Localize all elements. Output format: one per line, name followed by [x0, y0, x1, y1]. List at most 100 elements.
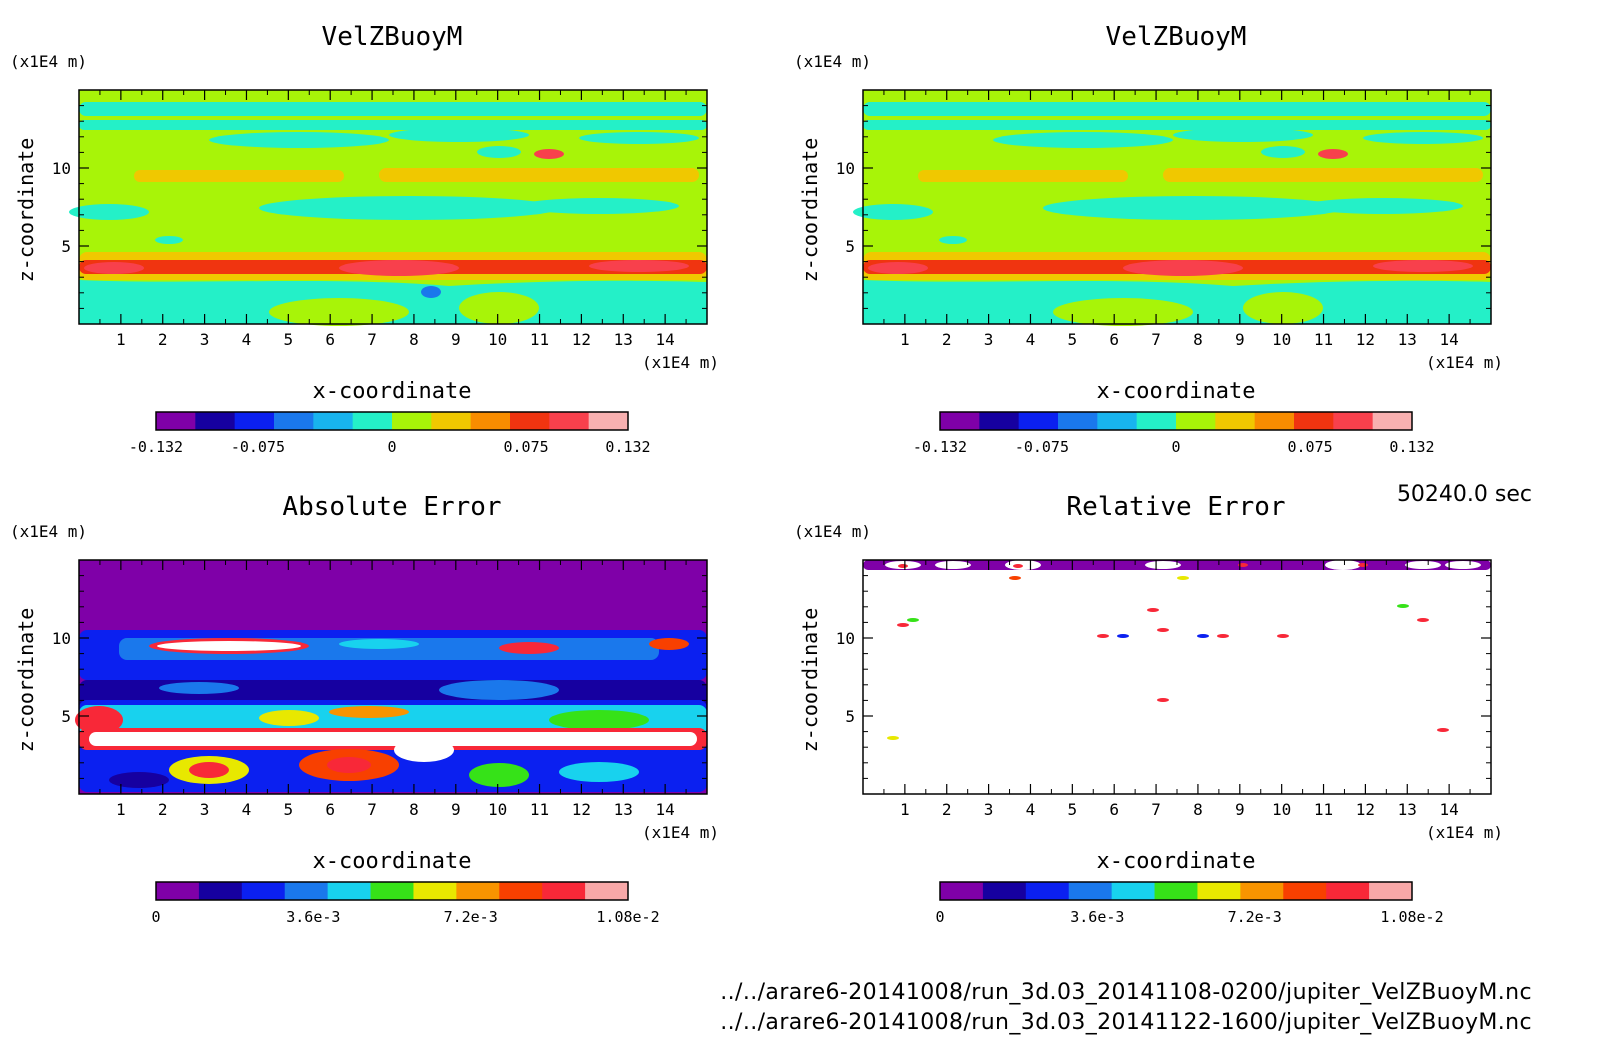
colorbar-segment: [940, 882, 984, 900]
x-tick-label: 14: [656, 330, 675, 349]
file-path-1: ../../arare6-20141008/run_3d.03_20141108…: [720, 980, 1532, 1005]
cyan-patch: [1173, 128, 1313, 142]
colorbar-segment: [1136, 412, 1177, 430]
y-tick-label: 10: [836, 629, 855, 648]
red-patch: [534, 149, 564, 159]
cyan-patch: [339, 639, 419, 649]
x-unit-label: (x1E4 m): [642, 353, 719, 372]
orange-patch: [649, 638, 689, 650]
error-speck: [907, 618, 919, 622]
x-tick-label: 14: [1440, 800, 1459, 819]
x-axis-label: x-coordinate: [1097, 379, 1256, 404]
white-patch: [1325, 560, 1361, 570]
colorbar-segment: [979, 412, 1020, 430]
colorbar-segment: [1058, 412, 1098, 430]
orange-band: [134, 170, 344, 182]
orange-band: [918, 170, 1128, 182]
error-speck: [1397, 604, 1409, 608]
colorbar-segment: [588, 412, 629, 430]
error-speck: [1157, 698, 1169, 702]
x-tick-label: 3: [200, 330, 210, 349]
cyan-patch: [519, 198, 679, 214]
error-speck: [1217, 634, 1229, 638]
field-background: [863, 560, 1491, 794]
x-tick-label: 14: [1440, 330, 1459, 349]
colorbar-segment: [1068, 882, 1113, 900]
x-axis-label: x-coordinate: [313, 379, 472, 404]
colorbar-tick-label: 0: [1171, 438, 1180, 456]
x-tick-label: 10: [488, 800, 507, 819]
x-tick-label: 7: [367, 800, 377, 819]
x-tick-label: 2: [942, 330, 952, 349]
y-unit-label: (x1E4 m): [794, 522, 871, 541]
colorbar-segment: [549, 412, 590, 430]
colorbar-tick-label: 1.08e-2: [596, 908, 659, 926]
red-speck: [1238, 563, 1248, 567]
x-tick-label: 9: [1235, 800, 1245, 819]
colorbar-segment: [1254, 412, 1295, 430]
red-patch: [327, 757, 371, 773]
x-tick-label: 12: [1356, 330, 1375, 349]
colorbar-tick-label: -0.075: [1015, 438, 1069, 456]
x-tick-label: 5: [284, 330, 294, 349]
colorbar-segment: [195, 412, 236, 430]
x-tick-label: 7: [1151, 330, 1161, 349]
red-patch: [189, 762, 229, 778]
x-tick-label: 6: [325, 800, 335, 819]
colorbar-tick-label: 0.075: [504, 438, 549, 456]
colorbar-segment: [1333, 412, 1374, 430]
red-speck: [1358, 563, 1368, 567]
x-tick-label: 4: [242, 800, 252, 819]
x-tick-label: 11: [1314, 330, 1333, 349]
x-unit-label: (x1E4 m): [1426, 823, 1503, 842]
colorbar-segment: [1197, 882, 1241, 900]
x-tick-label: 7: [367, 330, 377, 349]
file-path-2: ../../arare6-20141008/run_3d.03_20141122…: [720, 1010, 1532, 1035]
colorbar-tick-label: -0.075: [231, 438, 285, 456]
red-core: [339, 260, 459, 276]
cyan-patch: [259, 196, 559, 220]
x-tick-label: 5: [284, 800, 294, 819]
y-tick-label: 5: [61, 707, 71, 726]
colorbar-tick-label: 3.6e-3: [1070, 908, 1124, 926]
x-axis-label: x-coordinate: [1097, 849, 1256, 874]
colorbar-frame: [155, 881, 629, 901]
x-tick-label: 8: [1193, 330, 1203, 349]
cyan-patch: [579, 132, 699, 144]
error-speck: [1097, 634, 1109, 638]
cyan-patch: [939, 236, 967, 244]
green-patch: [1053, 298, 1193, 326]
chart-panel-2: VelZBuoyM(x1E4 m)1 2 3 4 5 6 7 8 9 10 11 12 13 14510(…: [794, 22, 1503, 456]
x-tick-label: 10: [488, 330, 507, 349]
x-tick-label: 9: [1235, 330, 1245, 349]
orange-band: [379, 168, 699, 182]
chart-title: VelZBuoyM: [1106, 22, 1247, 52]
cyan-region: [79, 280, 707, 324]
colorbar-tick-label: -0.132: [913, 438, 967, 456]
x-tick-label: 4: [1026, 330, 1036, 349]
colorbar-tick-label: 7.2e-3: [444, 908, 498, 926]
x-tick-label: 3: [984, 800, 994, 819]
cyan-patch: [1261, 146, 1305, 158]
x-tick-label: 5: [1068, 330, 1078, 349]
green-patch: [1243, 292, 1323, 324]
colorbar-segment: [982, 882, 1027, 900]
x-tick-label: 6: [1109, 330, 1119, 349]
cyan-patch: [209, 132, 389, 148]
colorbar-segment: [156, 412, 196, 430]
y-tick-label: 10: [836, 159, 855, 178]
y-unit-label: (x1E4 m): [794, 52, 871, 71]
colorbar-frame: [939, 881, 1413, 901]
colorbar-segment: [470, 412, 511, 430]
red-core: [1123, 260, 1243, 276]
orange-patch: [329, 706, 409, 718]
colorbar-segment: [1369, 882, 1413, 900]
x-tick-label: 12: [572, 800, 591, 819]
x-tick-label: 10: [1272, 330, 1291, 349]
x-tick-label: 3: [984, 330, 994, 349]
cyan-region: [863, 280, 1491, 324]
colorbar-segment: [413, 882, 457, 900]
colorbar-segment: [1240, 882, 1284, 900]
cyan-band: [863, 120, 1491, 130]
